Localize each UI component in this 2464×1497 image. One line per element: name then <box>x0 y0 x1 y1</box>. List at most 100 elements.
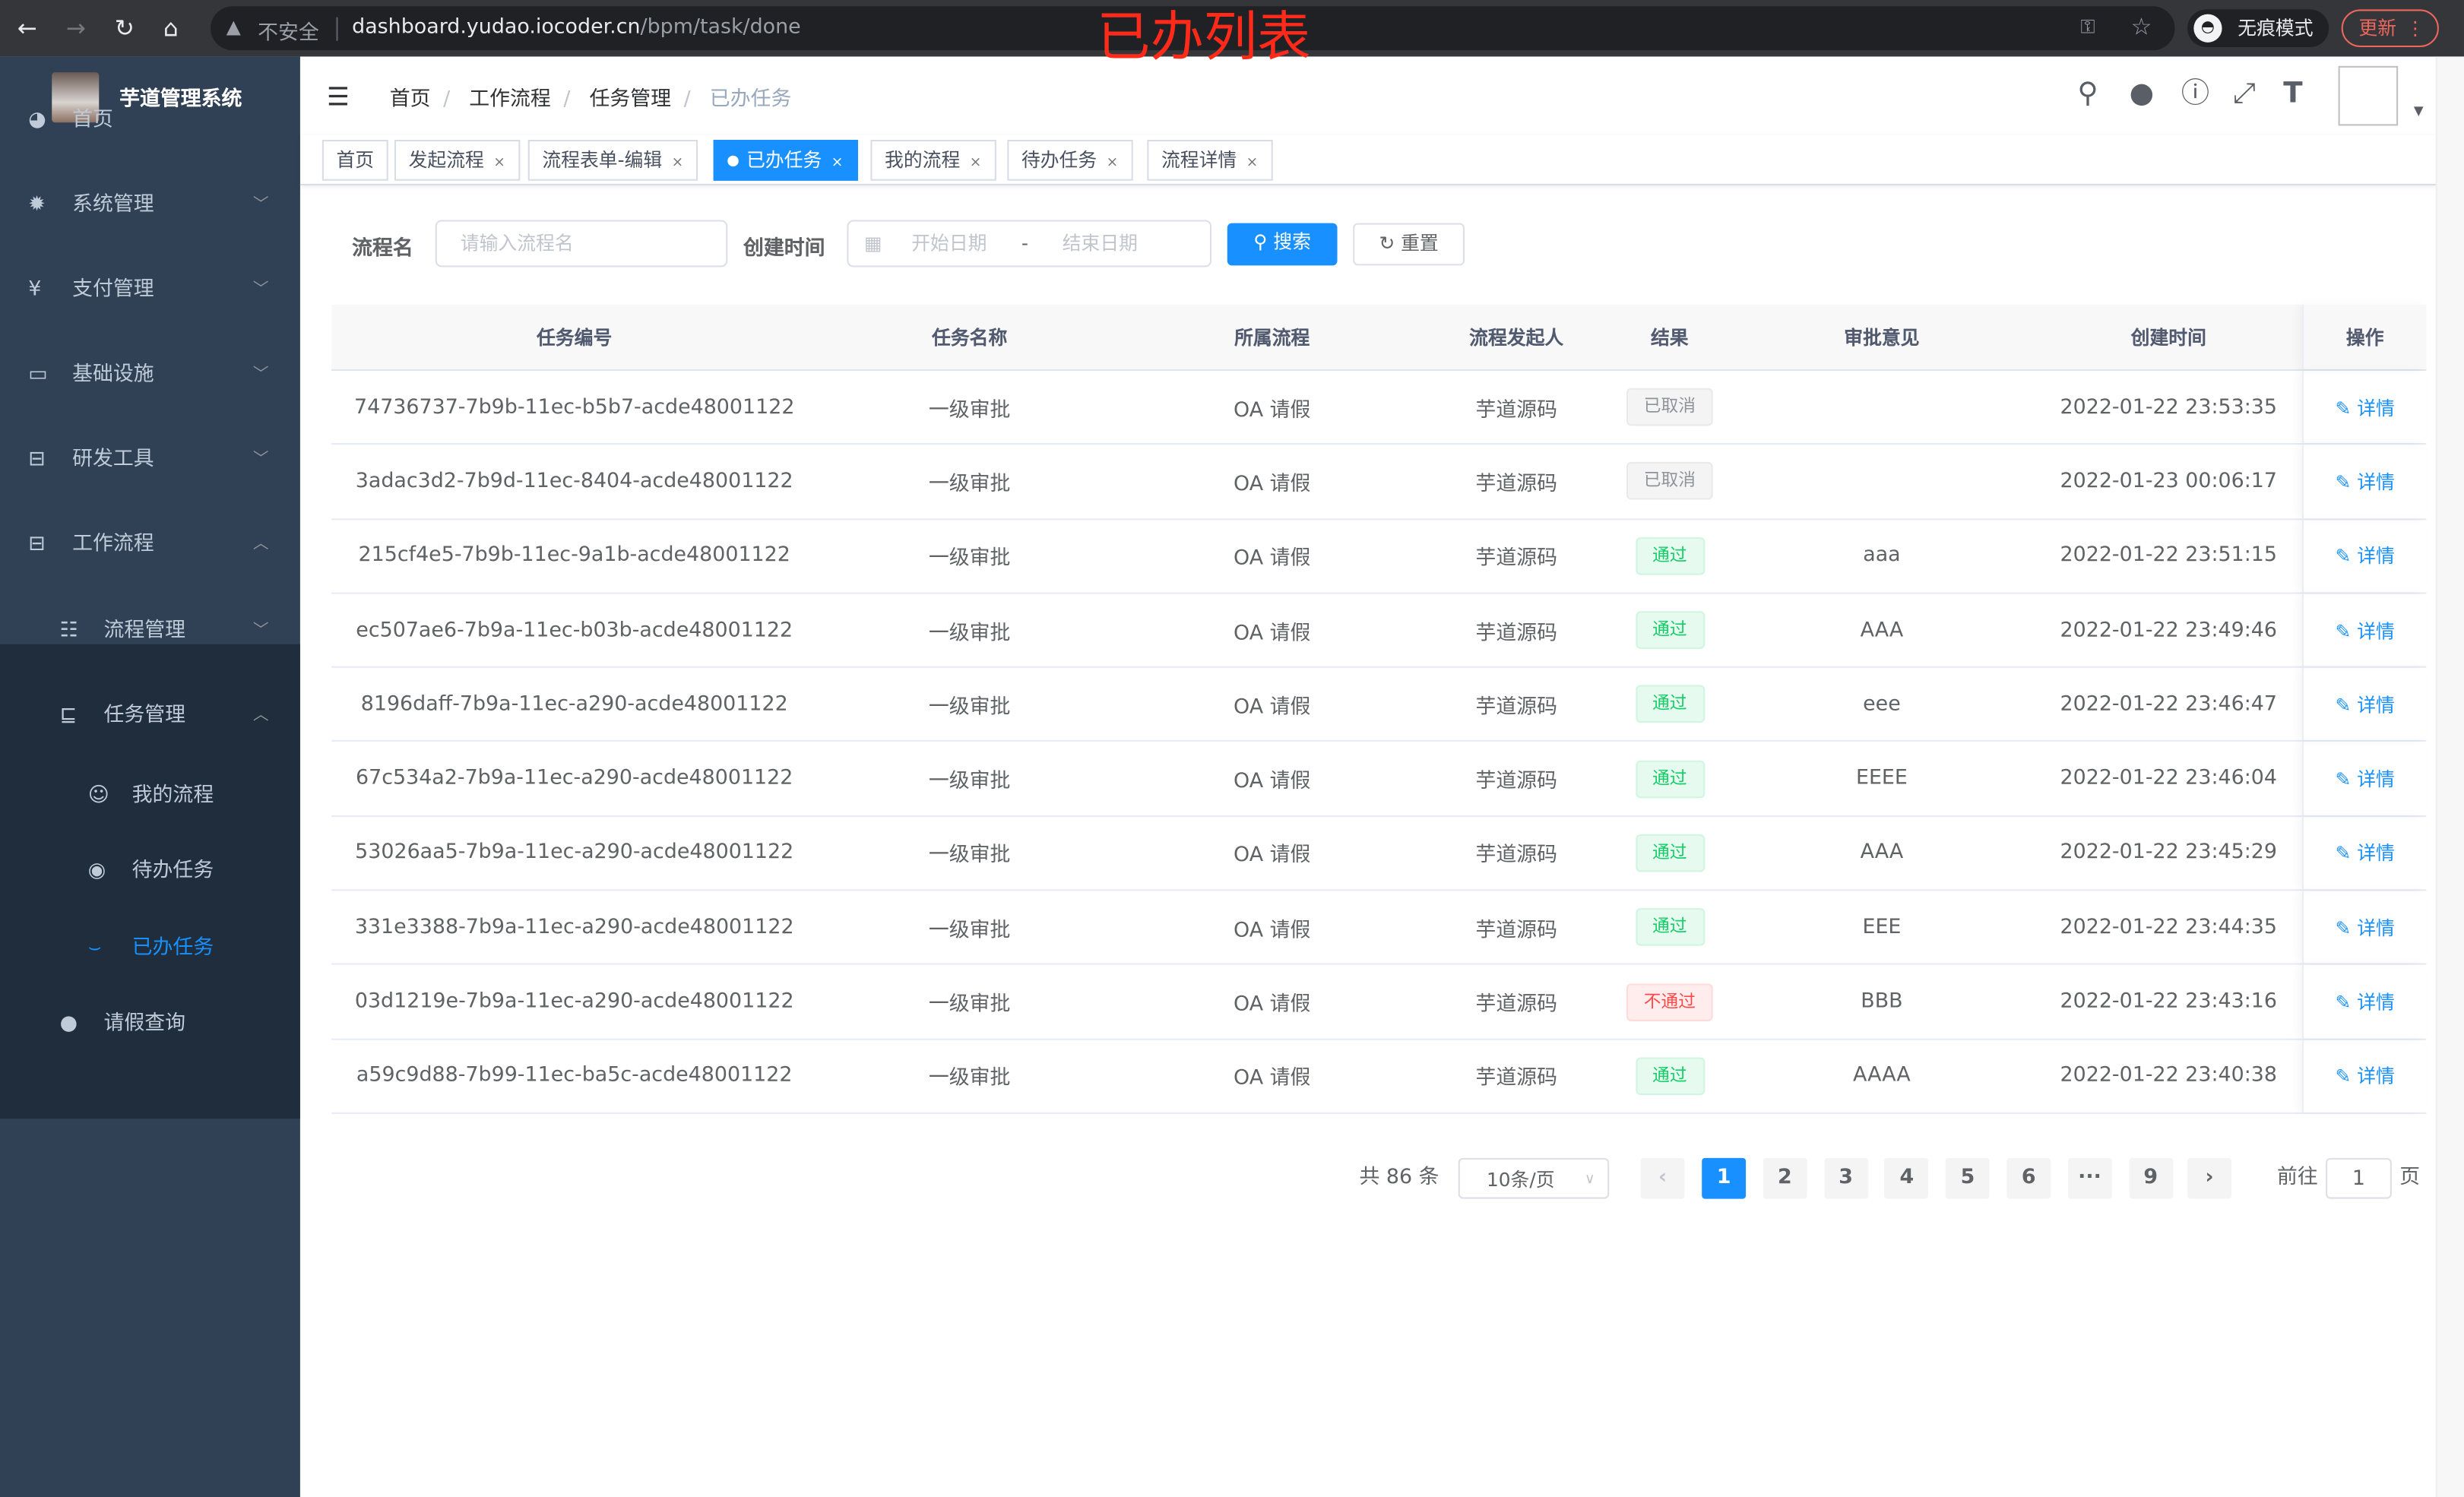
scrollbar[interactable] <box>2435 56 2464 1497</box>
cell-text: 一级审批 <box>928 473 1011 497</box>
tag-tab[interactable]: 已办任务 × <box>713 140 858 181</box>
table-cell: ec507ae6-7b9a-11ec-b03b-acde48001122 <box>331 593 817 666</box>
table-cell: OA 请假 <box>1122 891 1422 964</box>
hamburger-icon[interactable]: ☰ <box>327 81 350 112</box>
close-icon[interactable]: × <box>1106 155 1119 172</box>
tag-tab[interactable]: 流程详情 × <box>1147 140 1272 181</box>
cell-text: 2022-01-22 23:46:04 <box>2060 767 2278 791</box>
page-button[interactable]: 3 <box>1823 1157 1868 1199</box>
sidebar-item[interactable]: ⊑ 任务管理 ︿ <box>0 677 300 755</box>
column-header: 流程发起人 <box>1469 327 1564 350</box>
url-text[interactable]: dashboard.yudao.iocoder.cn/bpm/task/done <box>352 16 801 40</box>
avatar[interactable] <box>2338 65 2399 126</box>
detail-link[interactable]: ✎ 详情 <box>2336 989 2395 1015</box>
detail-link[interactable]: ✎ 详情 <box>2336 691 2395 717</box>
tag-label: 首页 <box>336 149 375 172</box>
close-icon[interactable]: × <box>493 155 505 172</box>
table-cell: ✎ 详情 <box>2302 593 2426 667</box>
sidebar-item[interactable]: ⊟ 工作流程 ︿ <box>0 506 300 584</box>
forward-icon[interactable]: → <box>65 14 86 43</box>
search-button[interactable]: ⚲ 搜索 <box>1227 223 1338 266</box>
help-icon[interactable]: ⓘ <box>2181 77 2210 110</box>
page-button[interactable]: 1 <box>1702 1157 1747 1199</box>
page-button[interactable]: 5 <box>1946 1157 1990 1199</box>
caret-down-icon[interactable]: ▼ <box>2413 103 2424 119</box>
incognito-badge[interactable]: ◓ 无痕模式 <box>2187 9 2329 48</box>
page-button[interactable]: 4 <box>1884 1157 1929 1199</box>
edit-icon: ✎ <box>2335 694 2358 717</box>
fullscreen-icon[interactable]: ⤢ <box>2233 77 2256 110</box>
next-page-button[interactable]: › <box>2187 1157 2231 1199</box>
table-cell: 2022-01-22 23:53:35 <box>2035 371 2302 444</box>
detail-link[interactable]: ✎ 详情 <box>2336 914 2395 941</box>
reset-button[interactable]: ↻ 重置 <box>1353 223 1465 266</box>
table-cell: 通过 <box>1610 742 1728 815</box>
tag-tab[interactable]: 流程表单-编辑 × <box>527 140 698 181</box>
search-icon[interactable]: ⚲ <box>2077 77 2098 110</box>
tag-tab[interactable]: 待办任务 × <box>1007 140 1132 181</box>
reload-icon[interactable]: ↻ <box>114 14 135 43</box>
more-pages-button[interactable]: ··· <box>2067 1157 2112 1199</box>
github-icon[interactable]: ● <box>2129 77 2155 110</box>
goto-page-input[interactable]: 1 <box>2326 1157 2392 1199</box>
page-button[interactable]: 2 <box>1762 1157 1807 1199</box>
sidebar-item[interactable]: ● 请假查询 <box>0 985 300 1063</box>
tag-tab[interactable]: 首页 <box>321 140 388 181</box>
name-input[interactable]: 请输入流程名 <box>435 220 728 267</box>
close-icon[interactable]: × <box>671 155 684 172</box>
home-icon[interactable]: ⌂ <box>163 14 179 43</box>
sidebar-item[interactable]: ⊟ 研发工具 ﹀ <box>0 421 300 499</box>
detail-link[interactable]: ✎ 详情 <box>2336 394 2395 420</box>
sidebar-item[interactable]: ☺ 我的流程 <box>0 758 300 836</box>
tag-tab[interactable]: 发起流程 × <box>394 140 520 181</box>
start-date[interactable]: 开始日期 <box>911 233 987 255</box>
tag-label: 流程详情 <box>1161 149 1237 172</box>
address-bar[interactable]: ▲ 不安全 dashboard.yudao.iocoder.cn/bpm/tas… <box>211 6 2175 51</box>
cell-text: OA 请假 <box>1234 398 1311 423</box>
sidebar-item[interactable]: ☷ 流程管理 ﹀ <box>0 592 300 670</box>
sidebar-item[interactable]: ✹ 系统管理 ﹀ <box>0 166 300 245</box>
sidebar-item[interactable]: ▭ 基础设施 ﹀ <box>0 336 300 414</box>
table-cell: 一级审批 <box>817 965 1122 1038</box>
sidebar-item[interactable]: ◉ 待办任务 <box>0 833 300 911</box>
page-size-select[interactable]: 10条/页 ∨ <box>1458 1157 1610 1199</box>
detail-link[interactable]: ✎ 详情 <box>2336 543 2395 569</box>
cell-text: 2022-01-22 23:45:29 <box>2060 841 2278 866</box>
table-cell: 通过 <box>1610 520 1728 593</box>
key-icon[interactable]: ⚿ <box>2080 15 2095 38</box>
detail-link[interactable]: ✎ 详情 <box>2336 840 2395 866</box>
close-icon[interactable]: × <box>831 155 844 172</box>
end-date[interactable]: 结束日期 <box>1062 233 1138 255</box>
table-row: 215cf4e5-7b9b-11ec-9a1b-acde48001122 一级审批… <box>331 519 2427 594</box>
detail-link[interactable]: ✎ 详情 <box>2336 765 2395 792</box>
back-icon[interactable]: ← <box>17 14 37 43</box>
update-button[interactable]: 更新 ⋮ <box>2341 9 2439 48</box>
font-size-icon[interactable]: T <box>2283 77 2303 110</box>
edit-icon: ✎ <box>2335 916 2358 939</box>
sidebar-item-label: 研发工具 <box>72 448 154 472</box>
detail-link[interactable]: ✎ 详情 <box>2336 617 2395 644</box>
page-button[interactable]: 6 <box>2006 1157 2051 1199</box>
close-icon[interactable]: × <box>1246 155 1259 172</box>
tag-tab[interactable]: 我的流程 × <box>870 140 996 181</box>
cell-text: 2022-01-22 23:46:47 <box>2060 692 2278 717</box>
page-button[interactable]: 9 <box>2128 1157 2173 1199</box>
sidebar-item[interactable]: ¥ 支付管理 ﹀ <box>0 252 300 330</box>
sidebar-item[interactable]: ◕ 首页 <box>0 82 300 160</box>
detail-link[interactable]: ✎ 详情 <box>2336 468 2395 495</box>
sidebar-item-label: 首页 <box>72 108 113 132</box>
status-badge: 已取消 <box>1626 462 1713 501</box>
star-icon[interactable]: ☆ <box>2130 12 2152 41</box>
submenu-panel <box>0 644 300 1119</box>
prev-page-button[interactable]: ‹ <box>1640 1157 1685 1199</box>
sidebar-item-label: 工作流程 <box>72 532 154 556</box>
sidebar-item[interactable]: ⌣ 已办任务 <box>0 910 300 988</box>
table-cell: 一级审批 <box>817 371 1122 444</box>
breadcrumb-item[interactable]: 首页 <box>389 87 431 112</box>
column-header: 任务编号 <box>537 327 613 350</box>
column-header: 结果 <box>1650 327 1689 350</box>
detail-link[interactable]: ✎ 详情 <box>2336 1062 2395 1089</box>
close-icon[interactable]: × <box>969 155 982 172</box>
chevron-icon: ︿ <box>252 707 269 725</box>
date-range-picker[interactable]: ▦ 开始日期 - 结束日期 <box>847 220 1212 267</box>
